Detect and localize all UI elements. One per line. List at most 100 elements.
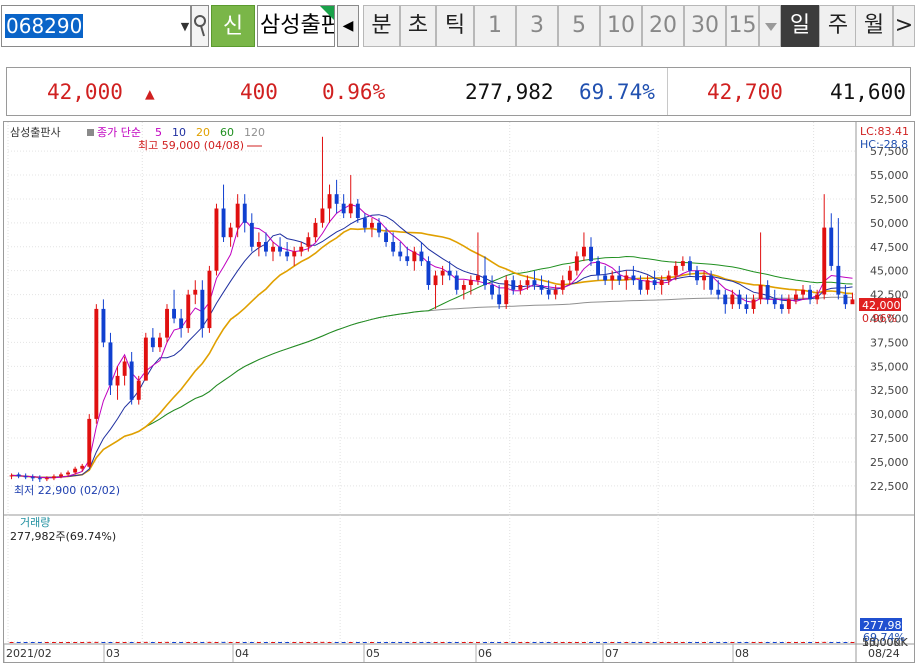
candle-body [228, 227, 233, 238]
timeframe-dropdown[interactable] [759, 5, 781, 47]
volume-tick-label: 10,000K [862, 636, 908, 649]
candle-body [398, 251, 403, 257]
candle-body [801, 289, 805, 295]
timeframe-button-10[interactable]: 10 [600, 5, 642, 47]
volume-bar [334, 642, 339, 643]
candle-body [836, 265, 841, 295]
timeframe-button-초[interactable]: 초 [400, 5, 436, 47]
price-tick-label: 55,000 [870, 169, 909, 182]
current-pct-tag: 0.96% [862, 312, 897, 325]
candle-body [596, 261, 600, 276]
volume-bar [702, 642, 706, 643]
volume-bar [256, 642, 261, 643]
volume-bar [631, 642, 636, 643]
code-dropdown-icon[interactable]: ▼ [180, 20, 190, 33]
candle-body [723, 294, 728, 305]
volume-bar [666, 642, 671, 643]
candle-body [673, 265, 678, 276]
candle-body [44, 478, 49, 480]
candle-body [214, 208, 219, 271]
volume-bar [426, 642, 431, 643]
ma-60-line [11, 255, 853, 478]
candle-body [73, 468, 78, 473]
timeframe-button-틱[interactable]: 틱 [436, 5, 474, 47]
chart-panel[interactable]: 57,500 55,000 52,500 50,000 47,500 45,000 42,5… [3, 121, 915, 663]
candle-body [391, 242, 396, 252]
period-button-주[interactable]: 주 [819, 5, 857, 47]
volume-bar [525, 642, 530, 643]
volume-ratio: 69.74% [579, 80, 655, 104]
price-tick-label: 57,500 [870, 145, 909, 158]
up-arrow-icon: ▲ [145, 84, 155, 103]
volume-bar [129, 642, 134, 643]
stock-code-input[interactable]: 068290 ▼ [1, 5, 191, 47]
timeframe-button-5[interactable]: 5 [558, 5, 600, 47]
volume-bar [779, 642, 784, 643]
volume-bar [829, 642, 834, 643]
date-label: 2021/02 [6, 647, 52, 660]
timeframe-button-20[interactable]: 20 [642, 5, 684, 47]
stock-chart[interactable]: 57,50055,00052,50050,00047,50045,00042,5… [3, 122, 914, 662]
timeframe-button-30[interactable]: 30 [684, 5, 726, 47]
timeframe-button-3[interactable]: 3 [516, 5, 558, 47]
volume-bar [737, 642, 742, 643]
stock-name-field[interactable]: 삼성출판사 [257, 5, 335, 47]
search-button[interactable] [191, 5, 209, 47]
candle-body [94, 308, 99, 419]
next-arrow-button[interactable]: > [893, 5, 915, 47]
legend-ma-5: 5 [155, 126, 162, 139]
candle-body [702, 275, 706, 281]
legend-ma-10: 10 [172, 126, 186, 139]
volume-bar [193, 642, 198, 643]
candle-body [172, 308, 176, 319]
volume-bar [567, 642, 572, 643]
price-axis: 57,50055,00052,50050,00047,50045,00042,5… [862, 145, 909, 649]
candle-body [115, 375, 120, 386]
candle-body [150, 337, 155, 348]
volume-bar [320, 641, 325, 643]
stock-code-value[interactable]: 068290 [5, 14, 84, 38]
price-tick-label: 37,500 [870, 336, 909, 349]
candle-body [87, 418, 92, 467]
candle-body [193, 289, 198, 295]
period-button-월[interactable]: 월 [855, 5, 893, 47]
volume-bar [758, 642, 763, 643]
new-button[interactable]: 신 [211, 5, 255, 47]
volume-bar [786, 642, 791, 643]
legend-square-icon [87, 129, 94, 136]
candle-body [278, 246, 282, 252]
candle-body [384, 232, 388, 242]
candle-body [341, 203, 346, 214]
ma-20-line [11, 227, 853, 479]
candle-body [624, 275, 629, 281]
volume-bar [327, 642, 332, 643]
prev-arrow-button[interactable]: ◀ [337, 5, 359, 47]
candle-body [582, 246, 586, 257]
timeframe-button-15[interactable]: 15 [726, 5, 759, 47]
volume-bar [122, 642, 127, 643]
candle-body [652, 280, 657, 285]
timeframe-button-1[interactable]: 1 [474, 5, 516, 47]
candle-body [518, 285, 523, 290]
candle-body [355, 203, 360, 218]
volume-bar [709, 642, 714, 643]
candle-body [320, 208, 325, 223]
candle-body [440, 270, 445, 276]
period-button-일[interactable]: 일 [781, 5, 819, 47]
price-tick-label: 35,000 [870, 360, 909, 373]
candle-body [256, 242, 261, 247]
timeframe-button-분[interactable]: 분 [363, 5, 400, 47]
volume-bar [80, 642, 85, 643]
volume-bar [582, 642, 586, 643]
volume-bar [44, 642, 49, 643]
volume-bar [454, 642, 459, 643]
volume-bar [815, 642, 820, 643]
candle-body [751, 299, 756, 309]
volume-bar [292, 642, 297, 643]
candle-body [235, 203, 240, 228]
candle-body [829, 227, 834, 266]
volume-bar [412, 642, 417, 643]
volume-bar [101, 642, 106, 643]
legend-ma-label: 종가 단순 [97, 126, 141, 139]
candle-body [412, 251, 417, 262]
